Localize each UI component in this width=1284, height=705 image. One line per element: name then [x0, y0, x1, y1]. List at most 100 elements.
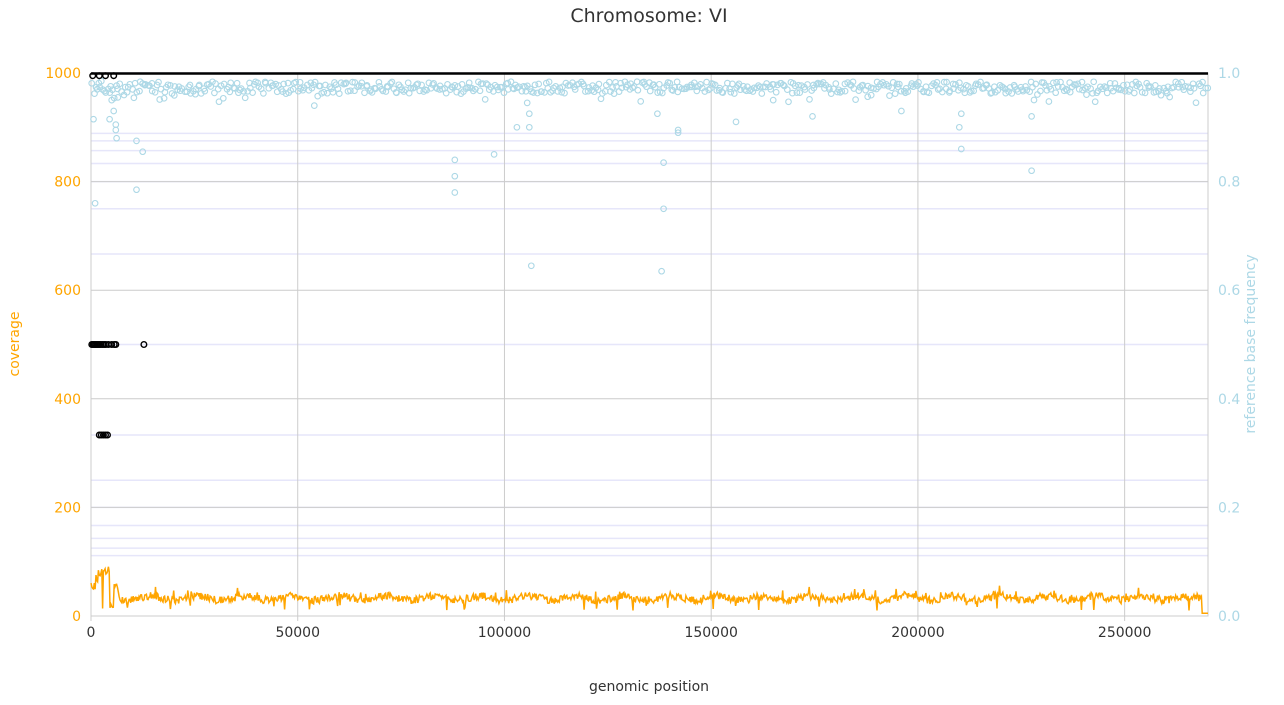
frequency-point: [646, 87, 654, 95]
frequency-point: [895, 80, 903, 88]
frequency-point: [326, 83, 334, 91]
frequency-point: [772, 88, 780, 96]
left-y-axis-ticks: 0 200 400 600 800 1000: [45, 66, 81, 625]
frequency-point: [590, 88, 598, 96]
frequency-point: [407, 84, 415, 92]
frequency-point: [215, 98, 223, 106]
frequency-point: [1106, 79, 1114, 87]
frequency-point: [451, 156, 459, 164]
frequency-point: [629, 84, 637, 92]
frequency-point: [1120, 81, 1127, 89]
frequency-point: [90, 115, 97, 123]
frequency-point: [732, 118, 740, 126]
frequency-point: [1047, 85, 1055, 93]
right-y-tick-label: 0.2: [1218, 500, 1240, 516]
x-axis-label: genomic position: [589, 679, 709, 695]
x-tick-label: 0: [87, 625, 96, 641]
frequency-point: [465, 79, 473, 87]
frequency-point: [375, 78, 383, 86]
frequency-point: [1008, 90, 1016, 97]
frequency-point: [1034, 91, 1041, 98]
special-frequency-points: [88, 72, 148, 439]
frequency-point: [902, 85, 910, 92]
frequency-point: [1078, 78, 1086, 86]
x-tick-label: 200000: [891, 625, 944, 641]
frequency-point: [116, 80, 124, 88]
frequency-point: [476, 87, 484, 95]
frequency-point: [420, 88, 428, 95]
frequency-point: [758, 90, 766, 97]
frequency-point: [114, 94, 122, 101]
frequency-point: [395, 81, 403, 89]
frequency-point: [1103, 89, 1111, 97]
frequency-point: [693, 87, 701, 95]
frequency-point: [515, 83, 523, 91]
frequency-point: [749, 88, 757, 95]
frequency-point: [398, 86, 406, 94]
frequency-point: [597, 95, 605, 103]
frequency-point: [260, 90, 267, 97]
reference-frequency-lines: [91, 72, 1208, 557]
frequency-point: [1030, 96, 1038, 104]
frequency-point: [212, 80, 219, 87]
frequency-point: [1133, 82, 1141, 90]
frequency-point: [136, 87, 143, 95]
left-y-tick-label: 200: [54, 500, 81, 516]
special-frequency-point: [108, 341, 116, 349]
frequency-point: [280, 80, 288, 88]
frequency-point: [955, 123, 963, 131]
frequency-point: [323, 89, 331, 97]
frequency-point: [885, 82, 892, 90]
frequency-point: [220, 80, 228, 88]
frequency-point: [1090, 78, 1098, 86]
frequency-point: [674, 126, 682, 134]
frequency-point: [743, 87, 750, 95]
frequency-point: [170, 92, 178, 99]
frequency-point: [279, 88, 287, 95]
frequency-point: [490, 151, 498, 158]
frequency-point: [236, 86, 244, 94]
left-y-tick-label: 1000: [45, 66, 81, 82]
frequency-point: [763, 80, 770, 87]
frequency-points: [88, 77, 1212, 275]
frequency-point: [791, 82, 799, 90]
frequency-point: [186, 81, 194, 89]
frequency-point: [1199, 78, 1206, 86]
chart-title: Chromosome: VI: [570, 5, 727, 27]
frequency-point: [1151, 82, 1159, 89]
frequency-point: [730, 90, 738, 97]
frequency-point: [142, 81, 149, 88]
right-y-tick-label: 1.0: [1218, 66, 1240, 82]
frequency-point: [915, 79, 922, 86]
frequency-point: [320, 88, 328, 96]
frequency-point: [1083, 91, 1090, 98]
frequency-point: [832, 80, 840, 87]
frequency-point: [770, 81, 777, 88]
frequency-point: [1152, 88, 1160, 96]
frequency-point: [226, 88, 234, 96]
frequency-point: [404, 79, 412, 87]
frequency-point: [1166, 93, 1174, 101]
frequency-point: [504, 79, 512, 87]
frequency-point: [545, 78, 553, 86]
frequency-point: [106, 115, 113, 123]
frequency-point: [211, 89, 218, 97]
frequency-point: [249, 89, 256, 96]
frequency-point: [500, 89, 508, 97]
frequency-point: [310, 102, 318, 109]
frequency-point: [1178, 78, 1186, 86]
frequency-point: [864, 93, 872, 101]
frequency-point: [1093, 89, 1101, 97]
frequency-point: [195, 81, 203, 89]
right-y-tick-label: 0.6: [1218, 283, 1240, 299]
frequency-point: [695, 83, 702, 90]
right-y-axis-ticks: 0.0 0.2 0.4 0.6 0.8 1.0: [1218, 66, 1240, 625]
frequency-point: [328, 85, 335, 92]
x-tick-label: 150000: [684, 625, 737, 641]
frequency-point: [949, 80, 957, 88]
frequency-point: [523, 99, 531, 107]
frequency-point: [813, 81, 820, 88]
frequency-point: [363, 82, 371, 89]
